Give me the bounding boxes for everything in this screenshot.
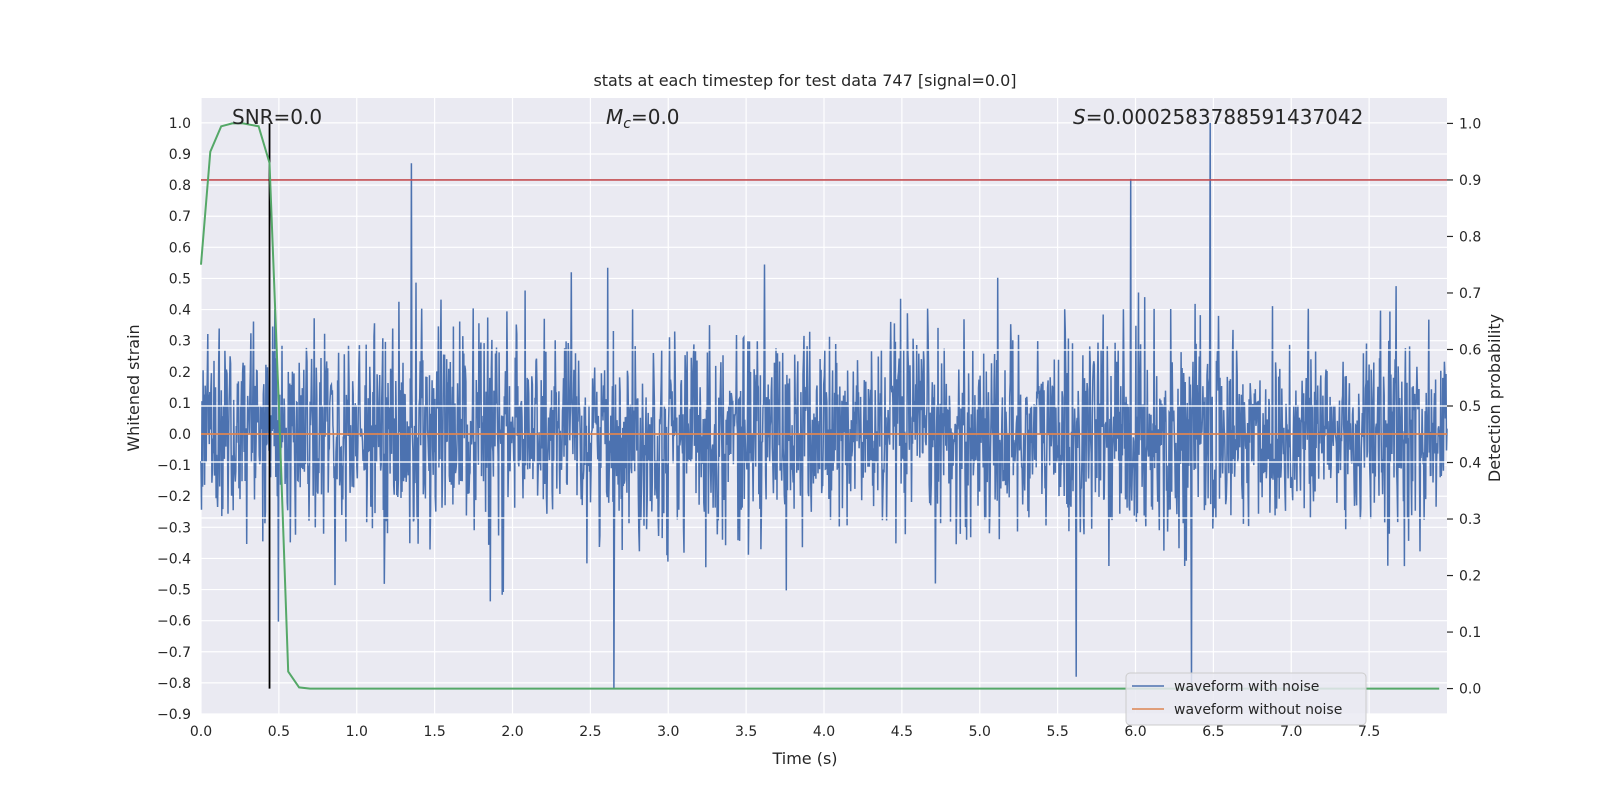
y-left-tick-13: 0.4 xyxy=(169,303,191,319)
y-axis-right-ticks: 0.0 0.1 0.2 0.3 0.4 0.5 0.6 0.7 0.8 0.9 1.0 xyxy=(1447,116,1481,698)
y-right-tick-2: 0.2 xyxy=(1459,569,1481,585)
y-right-tick-7: 0.7 xyxy=(1459,286,1481,302)
y-right-tick-3: 0.3 xyxy=(1459,512,1481,528)
chirp-mass-value: =0.0 xyxy=(631,105,680,129)
y-right-tick-0: 0.0 xyxy=(1459,682,1481,698)
y-axis-left-label: Whitened strain xyxy=(124,324,143,451)
x-tick-10: 5.0 xyxy=(969,724,991,740)
chirp-mass-subscript: c xyxy=(623,116,631,132)
y-left-tick-19: 1.0 xyxy=(169,116,191,132)
y-left-tick-11: 0.2 xyxy=(169,365,191,381)
legend-box xyxy=(1125,672,1367,726)
y-left-tick-8: −0.1 xyxy=(157,458,191,474)
y-left-tick-2: −0.7 xyxy=(157,645,191,661)
detection-probability-line xyxy=(200,122,1440,690)
x-axis-label: Time (s) xyxy=(771,749,837,768)
s-annotation: S=0.0002583788591437042 xyxy=(1073,105,1363,129)
y-right-tick-4: 0.4 xyxy=(1459,456,1481,472)
y-right-tick-1: 0.1 xyxy=(1459,625,1481,641)
y-right-tick-9: 0.9 xyxy=(1459,173,1481,189)
x-tick-8: 4.0 xyxy=(813,724,835,740)
x-tick-12: 6.0 xyxy=(1124,724,1146,740)
x-tick-7: 3.5 xyxy=(735,724,757,740)
y-left-tick-16: 0.7 xyxy=(169,209,191,225)
s-value: =0.0002583788591437042 xyxy=(1086,105,1364,129)
y-axis-left-ticks: −0.9 −0.8 −0.7 −0.6 −0.5 −0.4 −0.3 −0.2 −0.1 0.0 0… xyxy=(157,116,191,723)
y-left-tick-10: 0.1 xyxy=(169,396,191,412)
series-lines xyxy=(200,122,1447,690)
x-tick-14: 7.0 xyxy=(1280,724,1302,740)
y-left-tick-6: −0.3 xyxy=(157,520,191,536)
x-tick-11: 5.5 xyxy=(1046,724,1068,740)
y-left-tick-5: −0.4 xyxy=(157,551,191,567)
y-left-tick-1: −0.8 xyxy=(157,676,191,692)
x-tick-1: 0.5 xyxy=(268,724,290,740)
y-left-tick-18: 0.9 xyxy=(169,147,191,163)
x-tick-2: 1.0 xyxy=(346,724,368,740)
snr-annotation: SNR=0.0 xyxy=(232,105,322,129)
x-tick-4: 2.0 xyxy=(501,724,523,740)
y-left-tick-15: 0.6 xyxy=(169,240,191,256)
x-tick-5: 2.5 xyxy=(579,724,601,740)
y-right-tick-8: 0.8 xyxy=(1459,229,1481,245)
chirp-mass-symbol: M xyxy=(606,105,623,129)
y-left-tick-0: −0.9 xyxy=(157,707,191,723)
s-symbol: S xyxy=(1073,105,1086,129)
chirp-mass-annotation: Mc=0.0 xyxy=(606,105,680,132)
x-tick-6: 3.0 xyxy=(657,724,679,740)
x-tick-0: 0.0 xyxy=(190,724,212,740)
chart-title: stats at each timestep for test data 747… xyxy=(593,71,1016,90)
y-left-tick-14: 0.5 xyxy=(169,271,191,287)
y-left-tick-7: −0.2 xyxy=(157,489,191,505)
y-left-tick-9: 0.0 xyxy=(169,427,191,443)
x-tick-9: 4.5 xyxy=(891,724,913,740)
y-right-tick-5: 0.5 xyxy=(1459,399,1481,415)
y-left-tick-4: −0.5 xyxy=(157,583,191,599)
legend-label-noise: waveform with noise xyxy=(1174,679,1319,695)
x-tick-15: 7.5 xyxy=(1358,724,1380,740)
x-axis-ticks: 0.0 0.5 1.0 1.5 2.0 2.5 3.0 3.5 4.0 4.5 5.0 5.5 6.0 6… xyxy=(190,724,1380,740)
legend: waveform with noise waveform without noi… xyxy=(1125,672,1367,726)
y-right-tick-10: 1.0 xyxy=(1459,116,1481,132)
y-left-tick-12: 0.3 xyxy=(169,334,191,350)
x-tick-3: 1.5 xyxy=(423,724,445,740)
x-tick-13: 6.5 xyxy=(1202,724,1224,740)
y-left-tick-3: −0.6 xyxy=(157,614,191,630)
y-left-tick-17: 0.8 xyxy=(169,178,191,194)
legend-label-clean: waveform without noise xyxy=(1174,702,1342,718)
y-axis-right-label: Detection probability xyxy=(1485,314,1504,482)
y-right-tick-6: 0.6 xyxy=(1459,342,1481,358)
